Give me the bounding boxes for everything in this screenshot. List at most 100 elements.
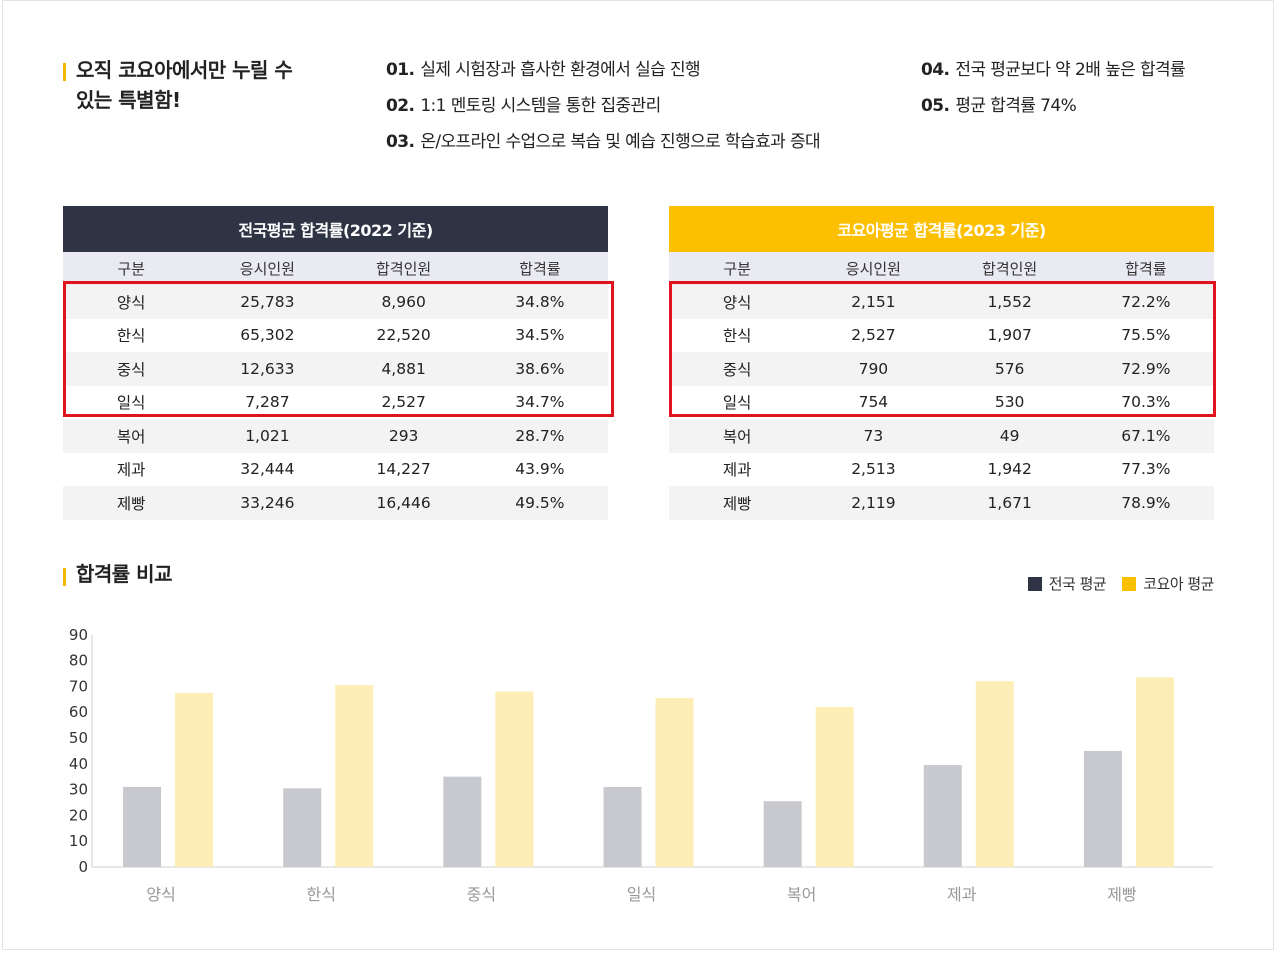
y-tick-label: 0 [78,858,88,876]
table-cell: 73 [805,419,942,453]
table-cell: 2,119 [805,486,942,520]
table-cell: 34.8% [471,285,608,319]
bar-koyo [1135,677,1174,867]
table-cell: 77.3% [1077,452,1214,486]
feature-item-01: 01. 실제 시험장과 흡사한 환경에서 실습 진행 [386,55,701,80]
table-cell: 34.5% [471,318,608,352]
table-cell: 25,783 [199,285,336,319]
table-cell: 중식 [669,352,806,386]
table-cell: 양식 [63,285,200,319]
national-pass-rate-table: 전국평균 합격률(2022 기준) 구분 응시인원 합격인원 합격률 양식 25,… [63,206,608,520]
table-row: 제빵 33,246 16,446 49.5% [63,486,608,520]
feature-text: 실제 시험장과 흡사한 환경에서 실습 진행 [420,60,701,80]
national-table-title: 전국평균 합격률(2022 기준) [63,206,608,252]
legend-swatch-national [1027,576,1042,591]
table-cell: 33,246 [199,486,336,520]
table-cell: 78.9% [1077,486,1214,520]
table-row: 중식 12,633 4,881 38.6% [63,352,608,386]
table-cell: 양식 [669,285,806,319]
table-cell: 49.5% [471,486,608,520]
feature-number: 01. [386,60,415,80]
feature-item-04: 04. 전국 평균보다 약 2배 높은 합격률 [921,55,1186,80]
table-cell: 제빵 [669,486,806,520]
table-cell: 43.9% [471,452,608,486]
feature-number: 03. [386,132,415,152]
y-tick-label: 40 [69,755,88,773]
koyo-pass-rate-table: 코요아평균 합격률(2023 기준) 구분 응시인원 합격인원 합격률 양식 2,… [669,206,1214,520]
feature-text: 1:1 멘토링 시스템을 통한 집중관리 [420,96,661,116]
x-tick-label: 한식 [306,885,335,904]
table-cell: 2,527 [805,318,942,352]
koyo-table-title: 코요아평균 합격률(2023 기준) [669,206,1214,252]
table-cell: 7,287 [199,385,336,419]
table-cell: 70.3% [1077,385,1214,419]
table-row: 제과 2,513 1,942 77.3% [669,452,1214,486]
table-cell: 1,907 [941,318,1078,352]
table-cell: 1,552 [941,285,1078,319]
table-cell: 복어 [669,419,806,453]
y-tick-label: 80 [69,652,88,670]
legend-label-national: 전국 평균 [1048,575,1107,593]
table-cell: 67.1% [1077,419,1214,453]
table-cell: 4,881 [335,352,472,386]
bar-national [1083,750,1122,867]
table-cell: 38.6% [471,352,608,386]
x-tick-label: 양식 [146,885,175,904]
table-cell: 790 [805,352,942,386]
bar-koyo [975,681,1014,867]
y-tick-label: 10 [69,832,88,850]
table-cell: 제과 [63,452,200,486]
table-cell: 일식 [63,385,200,419]
column-header-pass-rate: 합격률 [1077,252,1214,285]
bar-national [603,787,642,867]
table-row: 양식 2,151 1,552 72.2% [669,285,1214,319]
intro-heading-line1: 오직 코요아에서만 누릴 수 [76,58,293,82]
feature-number: 04. [921,60,950,80]
table-cell: 1,021 [199,419,336,453]
table-cell: 576 [941,352,1078,386]
column-header-passed: 합격인원 [335,252,472,285]
chart-legend: 전국 평균 코요아 평균 [1012,573,1214,594]
bar-koyo [815,707,854,867]
table-cell: 14,227 [335,452,472,486]
column-header-passed: 합격인원 [941,252,1078,285]
y-tick-label: 30 [69,781,88,799]
table-cell: 한식 [63,318,200,352]
x-tick-label: 일식 [627,885,656,904]
feature-text: 전국 평균보다 약 2배 높은 합격률 [955,60,1186,80]
feature-item-02: 02. 1:1 멘토링 시스템을 통한 집중관리 [386,91,661,116]
pass-rate-bar-chart: 0 10 20 30 40 50 60 70 80 90 양식 한식 중식 일식 복어 제과 제빵 [69,626,1213,904]
y-tick-label: 90 [69,626,88,644]
table-cell: 2,513 [805,452,942,486]
table-row: 일식 754 530 70.3% [669,385,1214,419]
table-cell: 중식 [63,352,200,386]
y-tick-label: 50 [69,729,88,747]
bar-national [123,787,162,867]
table-cell: 34.7% [471,385,608,419]
column-header-pass-rate: 합격률 [471,252,608,285]
table-cell: 1,942 [941,452,1078,486]
bar-koyo [335,685,374,867]
table-cell: 일식 [669,385,806,419]
bar-koyo [175,692,214,867]
legend-item-national: 전국 평균 [1027,573,1107,594]
bar-national [923,765,962,867]
legend-swatch-koyo [1122,576,1137,591]
table-cell: 8,960 [335,285,472,319]
bar-koyo [495,691,534,867]
feature-text: 온/오프라인 수업으로 복습 및 예습 진행으로 학습효과 증대 [420,132,821,152]
x-tick-label: 제과 [947,885,977,904]
bar-koyo [655,698,694,867]
table-row: 중식 790 576 72.9% [669,352,1214,386]
table-cell: 75.5% [1077,318,1214,352]
feature-item-03: 03. 온/오프라인 수업으로 복습 및 예습 진행으로 학습효과 증대 [386,127,821,152]
table-cell: 22,520 [335,318,472,352]
table-cell: 72.2% [1077,285,1214,319]
table-cell: 16,446 [335,486,472,520]
x-tick-label: 중식 [467,885,496,904]
feature-item-05: 05. 평균 합격률 74% [921,91,1077,116]
table-row: 한식 2,527 1,907 75.5% [669,318,1214,352]
column-header-applicants: 응시인원 [199,252,336,285]
table-cell: 2,151 [805,285,942,319]
table-cell: 530 [941,385,1078,419]
